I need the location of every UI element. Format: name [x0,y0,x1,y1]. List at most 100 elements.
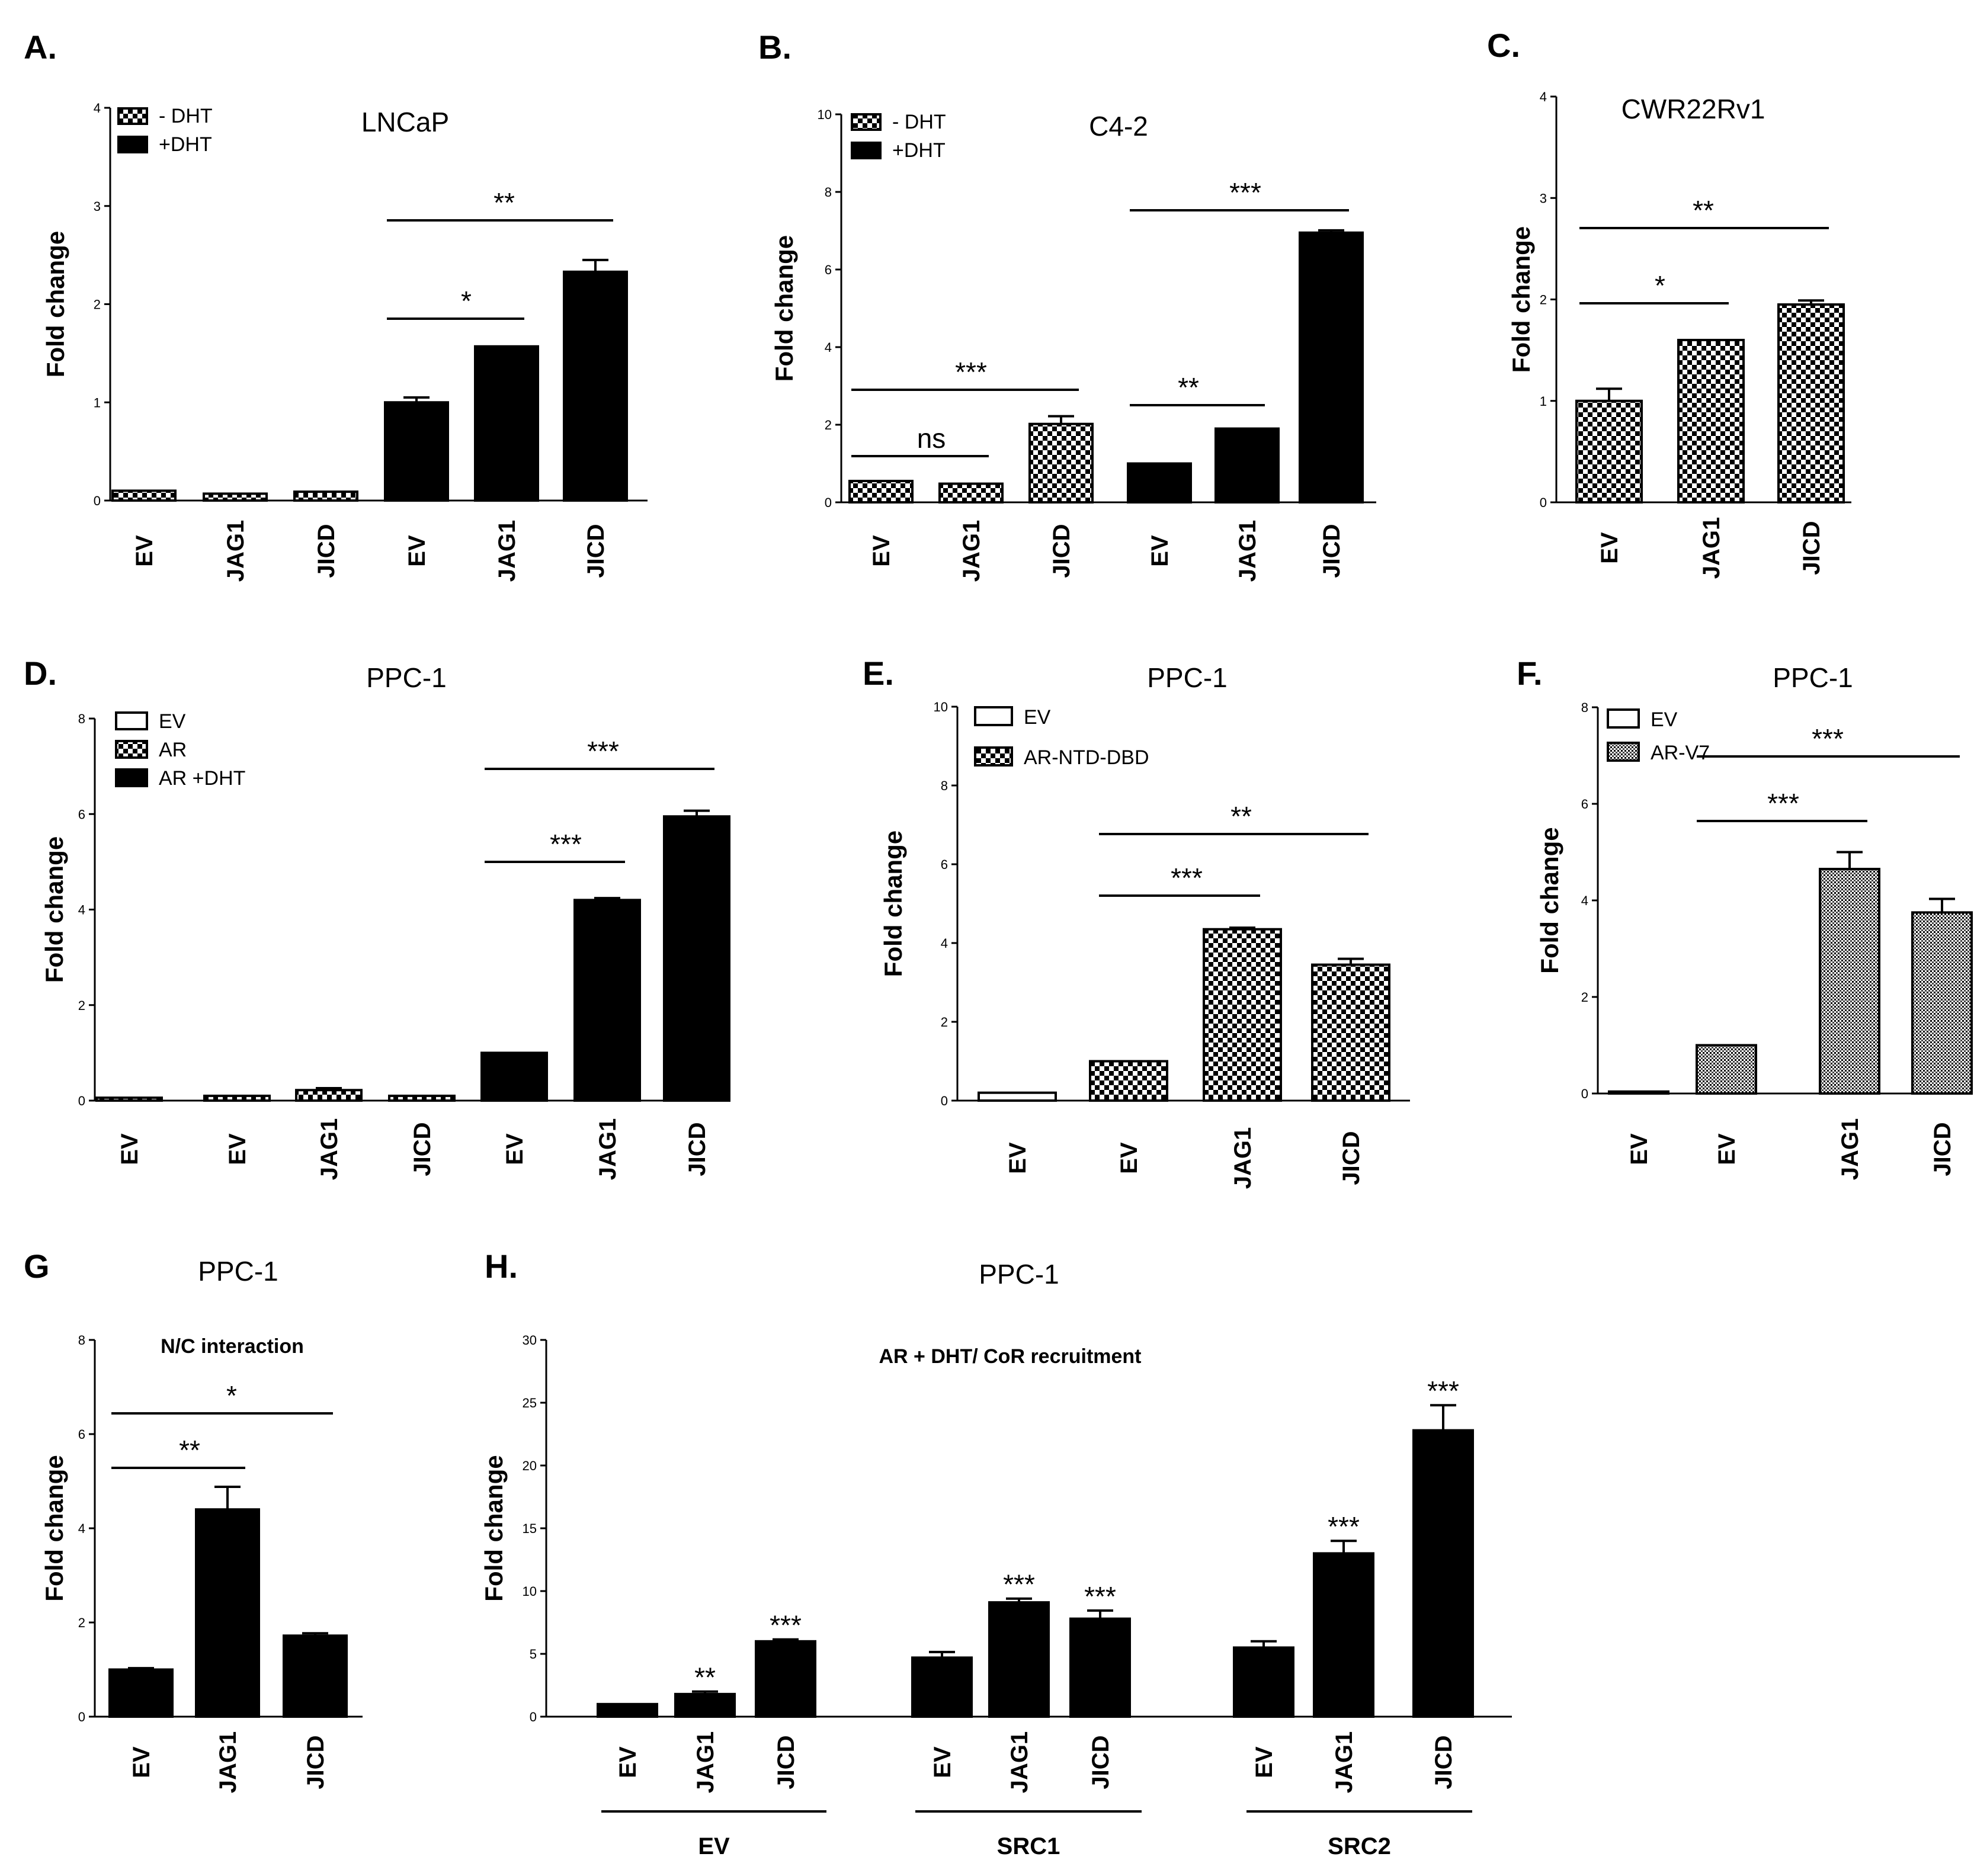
x-tick-label: EV [404,535,430,567]
bar [1677,339,1745,504]
x-tick-label: EV [615,1746,641,1778]
x-tick-label: EV [1116,1142,1142,1174]
y-axis-label: Fold change [40,1455,68,1601]
chart-title: LNCaP [361,107,449,137]
y-tick-label: 4 [825,340,832,355]
panel-label: H. [485,1248,518,1285]
x-tick-label: JAG1 [1699,517,1725,579]
y-tick-label: 25 [523,1396,537,1410]
panel-7: G PPC-1 N/C interaction 0 2 4 6 8 Fold change EV J… [24,1248,363,1793]
y-tick-label: 6 [941,857,948,872]
bar [1777,303,1845,504]
x-tick-label: JICD [583,524,609,578]
y-tick-label: 0 [530,1710,537,1724]
y-tick-label: 15 [523,1521,537,1536]
y-tick-label: 6 [78,807,85,822]
significance-label: ** [494,187,515,218]
bar [1028,422,1094,504]
legend-swatch [117,136,148,153]
legend-swatch [1607,742,1640,762]
panel-6: F. PPC-1 0 2 4 6 8 Fold change EV EV JAG1 JICD *** **… [1517,655,1973,1180]
bar [573,899,641,1102]
y-tick-label: 3 [1540,191,1547,206]
significance-label: ns [917,423,946,454]
y-tick-label: 6 [825,262,832,277]
y-tick-label: 0 [825,495,832,510]
bar [1089,1060,1168,1102]
panel-8: H. PPC-1 AR + DHT/ CoR recruitment 0 5 10 15 20… [480,1248,1512,1859]
y-tick-label: 6 [1581,797,1588,812]
bar [1313,1552,1374,1718]
group-label: SRC1 [997,1833,1060,1859]
bar [1911,911,1973,1095]
y-tick-label: 0 [1540,495,1547,510]
bar-significance: *** [1328,1511,1360,1542]
significance-label: * [226,1380,237,1411]
x-tick-label: EV [1714,1133,1740,1165]
panel-1: A. LNCaP 0 1 2 3 4 Fold change EV JAG1 JICD EV JAG1 J… [24,28,648,582]
y-tick-label: 20 [523,1458,537,1473]
chart-subtitle: N/C interaction [161,1335,304,1358]
x-tick-label: JAG1 [693,1731,719,1794]
legend-swatch [115,768,148,787]
y-tick-label: 0 [78,1710,85,1724]
bar [384,401,449,502]
bar [95,1096,163,1102]
y-axis-label: Fold change [40,836,68,983]
chart-subtitle: AR + DHT/ CoR recruitment [879,1345,1142,1368]
significance-label: *** [587,736,619,767]
x-tick-label: JICD [1799,521,1825,575]
legend-swatch [1607,708,1640,729]
x-tick-label: EV [1005,1142,1031,1174]
significance-label: ** [179,1435,200,1465]
panel-label: E. [863,655,894,692]
y-tick-label: 0 [1581,1086,1588,1101]
legend-swatch [851,113,882,131]
y-tick-label: 10 [934,700,948,714]
panel-label: D. [24,655,57,692]
bar-significance: *** [1084,1581,1116,1612]
x-tick-label: JICD [684,1122,710,1176]
group-label: EV [698,1833,730,1859]
bar-significance: *** [1003,1569,1035,1600]
chart-title: PPC-1 [366,662,446,693]
panel-label: A. [24,28,57,66]
chart-title: PPC-1 [979,1259,1059,1290]
legend-label: - DHT [892,111,946,133]
bar [295,1089,363,1102]
y-axis-label: Fold change [41,231,69,377]
x-tick-label: JICD [1319,524,1345,578]
bar [663,815,730,1102]
significance-label: ** [1230,801,1252,832]
significance-label: ** [1693,195,1714,226]
bar [938,482,1004,504]
bar [1069,1617,1131,1718]
significance-label: *** [1171,862,1203,893]
y-tick-label: 2 [941,1015,948,1030]
x-tick-label: EV [1626,1133,1652,1165]
y-tick-label: 0 [94,493,101,508]
bar [1819,868,1880,1095]
legend-swatch [851,142,882,159]
bar [1575,399,1643,504]
x-tick-label: JICD [1431,1735,1457,1789]
chart-title: PPC-1 [1773,662,1853,693]
x-tick-label: JICD [313,524,339,578]
bar [108,1668,174,1718]
y-tick-label: 10 [523,1584,537,1599]
y-tick-label: 8 [78,1333,85,1348]
x-tick-label: JICD [1049,524,1075,578]
legend-label: +DHT [892,139,946,162]
x-tick-label: JAG1 [494,520,520,582]
x-tick-label: EV [869,535,895,567]
x-tick-label: JAG1 [1235,520,1261,582]
x-tick-label: JICD [1930,1122,1956,1176]
y-tick-label: 8 [1581,700,1588,715]
legend-label: EV [1651,708,1678,731]
bar [1214,427,1280,504]
x-tick-label: JAG1 [595,1118,621,1181]
panel-label: C. [1487,27,1520,64]
bar [988,1601,1050,1718]
legend-label: AR [159,739,187,761]
